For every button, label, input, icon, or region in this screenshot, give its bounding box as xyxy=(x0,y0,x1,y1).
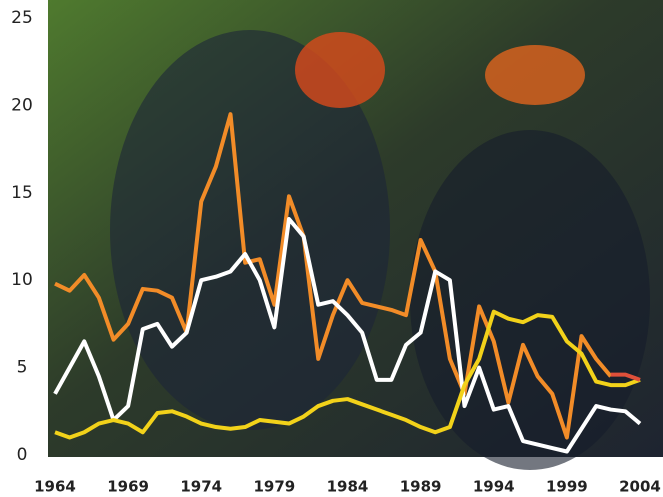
y-tick-label: 15 xyxy=(11,183,33,203)
series-line xyxy=(54,112,613,440)
x-tick-label: 1969 xyxy=(107,478,149,496)
x-tick-label: 1974 xyxy=(180,478,222,496)
x-tick-label: 1984 xyxy=(327,478,369,496)
y-tick-label: 5 xyxy=(17,358,28,378)
series-line xyxy=(610,372,641,382)
series-line xyxy=(53,217,642,454)
x-tick-label: 1999 xyxy=(546,478,588,496)
y-tick-label: 25 xyxy=(11,8,33,28)
x-tick-label: 2004 xyxy=(619,478,661,496)
photo-helmet xyxy=(485,45,585,105)
series-line xyxy=(54,309,641,440)
x-tick-label: 1979 xyxy=(254,478,296,496)
x-tick-label: 1964 xyxy=(34,478,76,496)
photo-helmet xyxy=(295,32,385,108)
photo-figure xyxy=(410,130,650,470)
y-tick-label: 20 xyxy=(11,95,33,115)
y-tick-label: 0 xyxy=(17,445,28,465)
y-tick-label: 10 xyxy=(11,270,33,290)
photo-figure xyxy=(110,30,390,430)
x-tick-label: 1994 xyxy=(473,478,515,496)
x-tick-label: 1989 xyxy=(400,478,442,496)
